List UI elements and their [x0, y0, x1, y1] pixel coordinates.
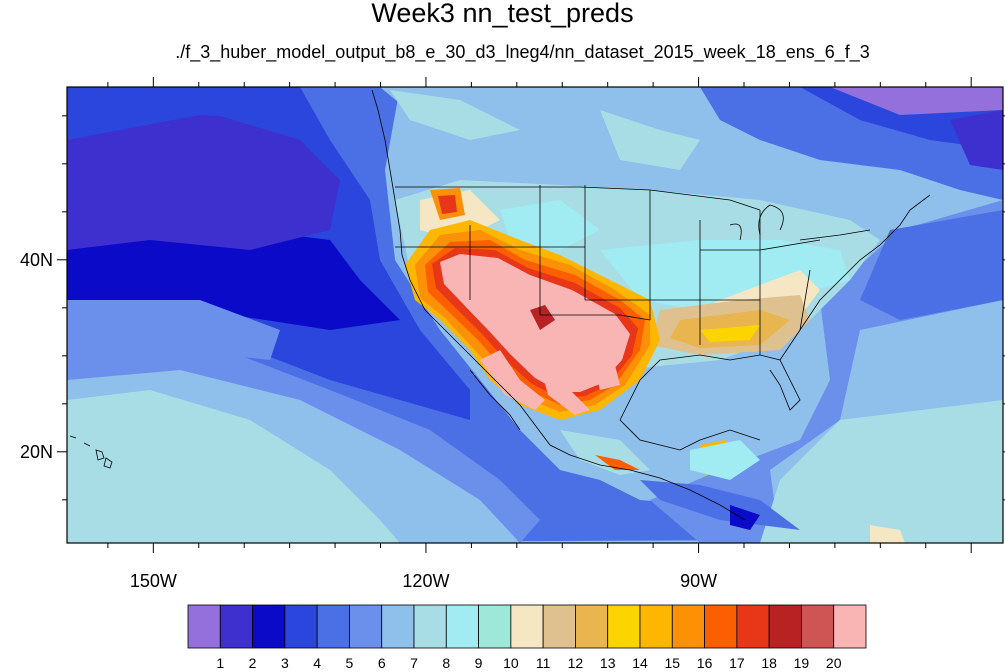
colorbar-swatch [413, 604, 447, 649]
colorbar-swatch [445, 604, 479, 649]
colorbar-swatch [833, 604, 867, 649]
colorbar-label: 5 [346, 655, 354, 671]
colorbar-swatch [187, 604, 221, 649]
colorbar-label: 9 [475, 655, 483, 671]
precip-field [67, 87, 1003, 543]
colorbar-label: 7 [410, 655, 418, 671]
colorbar-swatch [639, 604, 673, 649]
y-tick-label: 40N [20, 250, 53, 270]
y-tick-label: 20N [20, 442, 53, 462]
x-tick-label: 150W [130, 571, 177, 591]
colorbar: 1 2 3 4 5 6 7 8 9 10 11 12 13 14 15 16 17 18 19 20 [187, 604, 867, 671]
colorbar-swatch [349, 604, 383, 649]
colorbar-label: 20 [826, 655, 842, 671]
colorbar-swatch [316, 604, 350, 649]
colorbar-label: 14 [632, 655, 648, 671]
colorbar-label: 1 [216, 655, 224, 671]
colorbar-label: 19 [794, 655, 810, 671]
colorbar-swatch [542, 604, 576, 649]
colorbar-label: 15 [664, 655, 680, 671]
colorbar-label: 10 [503, 655, 519, 671]
colorbar-swatch [736, 604, 770, 649]
map-subtitle: ./f_3_huber_model_output_b8_e_30_d3_lneg… [175, 42, 870, 62]
colorbar-label: 12 [568, 655, 584, 671]
colorbar-label: 18 [761, 655, 777, 671]
colorbar-swatch [801, 604, 835, 649]
x-tick-label: 90W [680, 571, 717, 591]
colorbar-swatch [768, 604, 802, 649]
colorbar-label: 2 [249, 655, 257, 671]
colorbar-swatch [219, 604, 253, 649]
colorbar-swatch [671, 604, 705, 649]
colorbar-swatch [575, 604, 609, 649]
colorbar-label: 11 [536, 655, 551, 671]
colorbar-swatch [704, 604, 738, 649]
plot-frame: 150W 120W 90W 40N 20N [20, 77, 1005, 591]
colorbar-swatch [252, 604, 286, 649]
colorbar-label: 8 [442, 655, 450, 671]
colorbar-swatch [607, 604, 641, 649]
colorbar-swatch [510, 604, 544, 649]
x-tick-label: 120W [402, 571, 449, 591]
map-title: Week3 nn_test_preds [371, 0, 634, 28]
coastlines [371, 89, 931, 521]
colorbar-swatch [381, 604, 415, 649]
colorbar-label: 4 [313, 655, 321, 671]
hawaii-islands [69, 435, 113, 469]
colorbar-swatch [478, 604, 512, 649]
colorbar-label: 6 [378, 655, 386, 671]
colorbar-label: 16 [697, 655, 713, 671]
colorbar-label: 17 [729, 655, 745, 671]
colorbar-label: 13 [600, 655, 616, 671]
colorbar-swatch [284, 604, 318, 649]
colorbar-label: 3 [281, 655, 289, 671]
